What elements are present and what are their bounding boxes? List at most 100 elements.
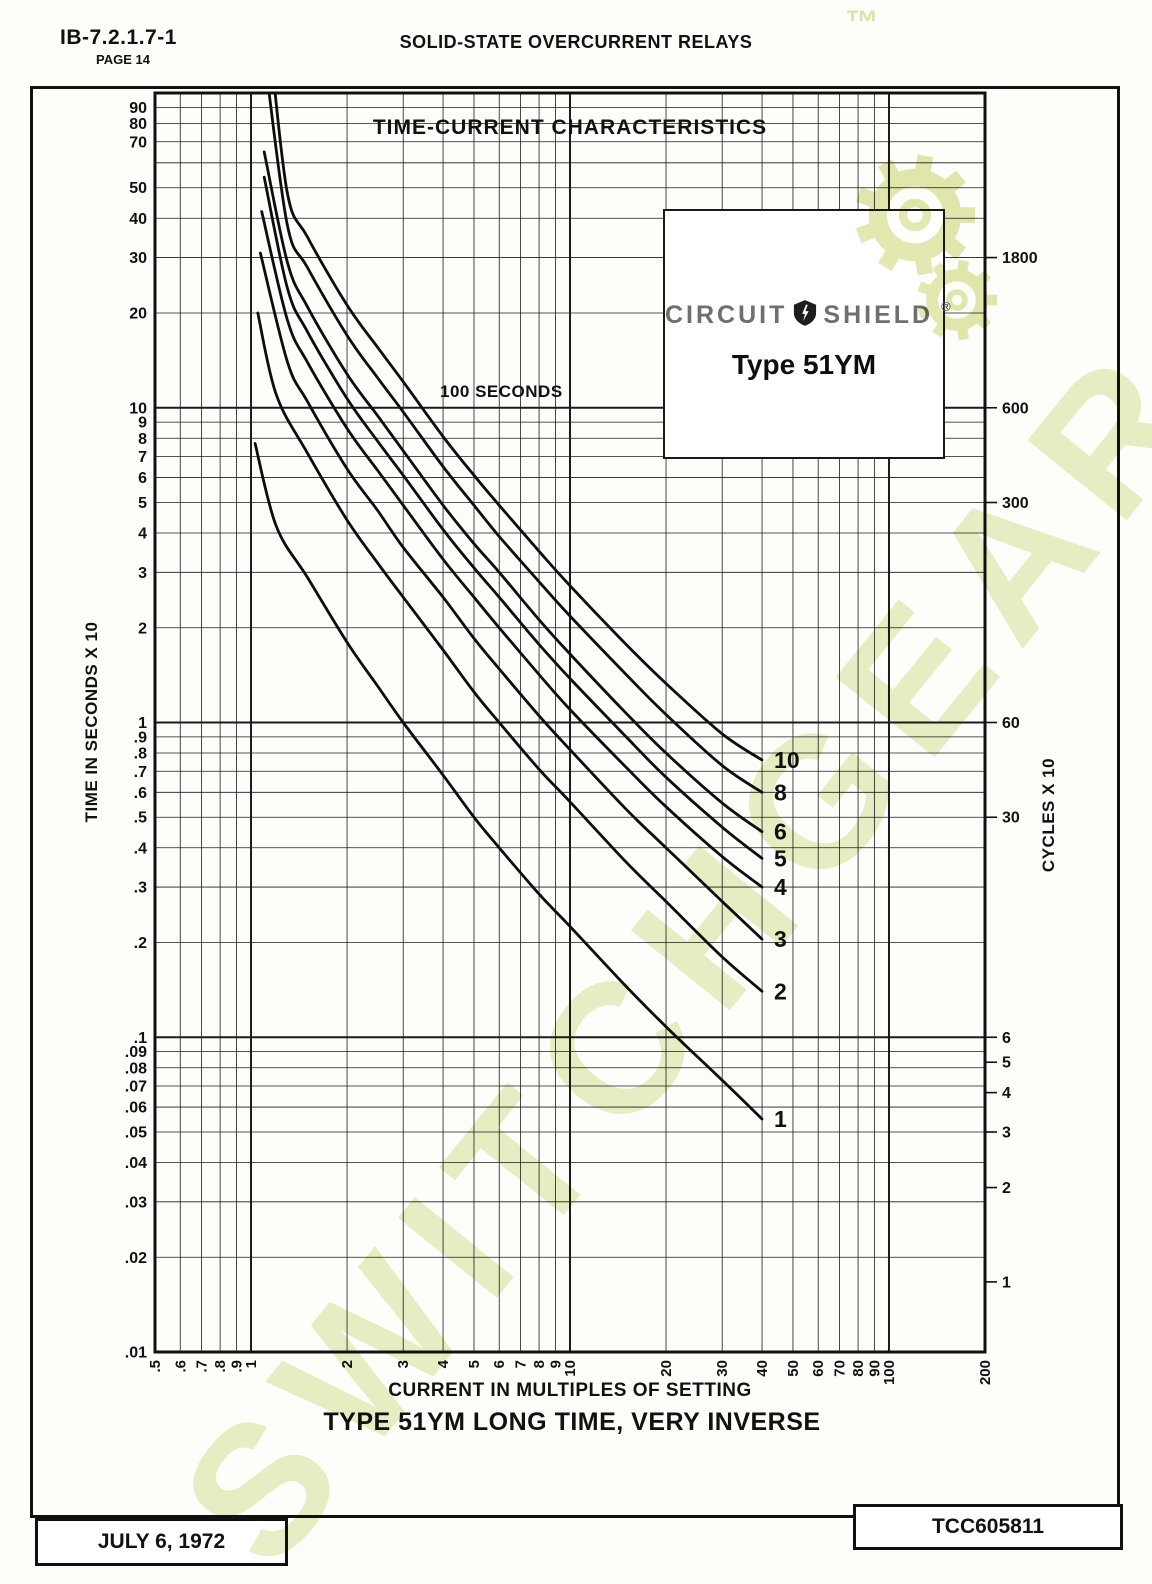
svg-text:2: 2 bbox=[774, 978, 787, 1004]
svg-text:1: 1 bbox=[774, 1106, 787, 1132]
svg-text:1: 1 bbox=[138, 715, 147, 732]
svg-text:4: 4 bbox=[774, 874, 787, 900]
left-axis-title: TIME IN SECONDS X 10 bbox=[82, 621, 101, 823]
svg-text:6: 6 bbox=[491, 1360, 508, 1368]
svg-text:.02: .02 bbox=[125, 1250, 147, 1267]
svg-text:70: 70 bbox=[832, 1360, 849, 1377]
svg-text:2: 2 bbox=[138, 620, 147, 637]
svg-text:.2: .2 bbox=[134, 935, 147, 952]
svg-text:.03: .03 bbox=[125, 1194, 147, 1211]
svg-text:50: 50 bbox=[785, 1360, 802, 1377]
svg-text:90: 90 bbox=[866, 1360, 883, 1377]
svg-text:40: 40 bbox=[129, 211, 147, 228]
svg-text:8: 8 bbox=[138, 431, 147, 448]
svg-text:90: 90 bbox=[129, 100, 147, 117]
svg-text:4: 4 bbox=[138, 526, 147, 543]
svg-text:.08: .08 bbox=[125, 1060, 147, 1077]
svg-text:.8: .8 bbox=[212, 1360, 229, 1373]
svg-text:.09: .09 bbox=[125, 1044, 147, 1061]
svg-text:.7: .7 bbox=[134, 764, 147, 781]
svg-text:2: 2 bbox=[339, 1360, 356, 1368]
footer-code: TCC605811 bbox=[931, 1515, 1045, 1538]
svg-text:7: 7 bbox=[513, 1360, 530, 1368]
svg-text:70: 70 bbox=[129, 134, 147, 151]
svg-text:4: 4 bbox=[435, 1359, 452, 1368]
svg-text:.4: .4 bbox=[134, 840, 147, 857]
svg-text:10: 10 bbox=[562, 1360, 579, 1377]
svg-text:.6: .6 bbox=[134, 785, 147, 802]
svg-text:80: 80 bbox=[129, 116, 147, 133]
footer-date-box: JULY 6, 1972 bbox=[35, 1518, 288, 1566]
brand-left-label: CIRCUIT bbox=[665, 301, 788, 329]
svg-text:10: 10 bbox=[129, 400, 147, 417]
circuit-shield-logo-box: CIRCUIT SHIELD ® Type 51YM bbox=[663, 209, 951, 459]
svg-text:1800: 1800 bbox=[1002, 250, 1038, 267]
svg-text:100: 100 bbox=[881, 1360, 898, 1385]
svg-text:6: 6 bbox=[138, 470, 147, 487]
svg-text:7: 7 bbox=[138, 449, 147, 466]
svg-text:5: 5 bbox=[466, 1360, 483, 1368]
svg-text:.6: .6 bbox=[172, 1360, 189, 1373]
svg-text:9: 9 bbox=[138, 415, 147, 432]
svg-text:3: 3 bbox=[138, 565, 147, 582]
doc-number: IB-7.2.1.7-1 bbox=[60, 26, 177, 49]
svg-text:.5: .5 bbox=[134, 810, 147, 827]
svg-text:.3: .3 bbox=[134, 880, 147, 897]
registered-mark: ® bbox=[941, 299, 951, 314]
page-label: PAGE 14 bbox=[96, 52, 150, 67]
svg-text:10: 10 bbox=[774, 747, 800, 773]
svg-text:60: 60 bbox=[810, 1360, 827, 1377]
svg-text:.8: .8 bbox=[134, 746, 147, 763]
header-title: SOLID-STATE OVERCURRENT RELAYS bbox=[399, 32, 753, 52]
relay-model-label: Type 51YM bbox=[731, 349, 877, 380]
svg-text:6: 6 bbox=[1002, 1030, 1011, 1047]
svg-text:8: 8 bbox=[531, 1360, 548, 1368]
svg-text:5: 5 bbox=[774, 845, 787, 871]
svg-text:60: 60 bbox=[1002, 715, 1020, 732]
svg-text:9: 9 bbox=[547, 1360, 564, 1368]
svg-text:6: 6 bbox=[774, 819, 787, 845]
svg-text:5: 5 bbox=[1002, 1055, 1011, 1072]
svg-text:2: 2 bbox=[1002, 1180, 1011, 1197]
svg-text:.07: .07 bbox=[125, 1079, 147, 1096]
svg-text:3: 3 bbox=[774, 926, 787, 952]
svg-text:80: 80 bbox=[850, 1360, 867, 1377]
footer-code-box: TCC605811 bbox=[853, 1504, 1123, 1550]
svg-text:30: 30 bbox=[1002, 810, 1020, 827]
outer-border bbox=[30, 86, 1120, 1518]
svg-text:1: 1 bbox=[1002, 1274, 1011, 1291]
svg-text:4: 4 bbox=[1002, 1085, 1011, 1102]
chart-caption: TYPE 51YM LONG TIME, VERY INVERSE bbox=[323, 1408, 821, 1436]
chart-title: TIME-CURRENT CHARACTERISTICS bbox=[372, 116, 768, 139]
svg-text:.9: .9 bbox=[228, 1360, 245, 1373]
svg-text:30: 30 bbox=[714, 1360, 731, 1377]
svg-text:300: 300 bbox=[1002, 495, 1029, 512]
svg-text:600: 600 bbox=[1002, 400, 1029, 417]
svg-text:8: 8 bbox=[774, 779, 787, 805]
svg-text:.1: .1 bbox=[134, 1030, 147, 1047]
svg-text:20: 20 bbox=[129, 306, 147, 323]
svg-text:3: 3 bbox=[395, 1360, 412, 1368]
shield-icon bbox=[793, 299, 817, 334]
right-axis-title: CYCLES X 10 bbox=[1039, 757, 1058, 873]
svg-text:3: 3 bbox=[1002, 1124, 1011, 1141]
svg-text:.9: .9 bbox=[134, 729, 147, 746]
svg-text:40: 40 bbox=[754, 1360, 771, 1377]
x-axis-title: CURRENT IN MULTIPLES OF SETTING bbox=[388, 1380, 752, 1401]
svg-text:200: 200 bbox=[977, 1360, 994, 1385]
svg-text:1: 1 bbox=[243, 1360, 260, 1368]
svg-text:.06: .06 bbox=[125, 1100, 147, 1117]
svg-text:.05: .05 bbox=[125, 1124, 147, 1141]
svg-text:30: 30 bbox=[129, 250, 147, 267]
brand-right-label: SHIELD bbox=[823, 301, 934, 329]
brand-row: CIRCUIT SHIELD ® bbox=[665, 299, 951, 334]
svg-text:.04: .04 bbox=[125, 1155, 147, 1172]
svg-text:.7: .7 bbox=[194, 1360, 211, 1373]
svg-text:.01: .01 bbox=[125, 1345, 147, 1362]
footer-date: JULY 6, 1972 bbox=[97, 1530, 226, 1553]
svg-text:20: 20 bbox=[658, 1360, 675, 1377]
svg-text:50: 50 bbox=[129, 180, 147, 197]
svg-text:.5: .5 bbox=[147, 1360, 164, 1373]
